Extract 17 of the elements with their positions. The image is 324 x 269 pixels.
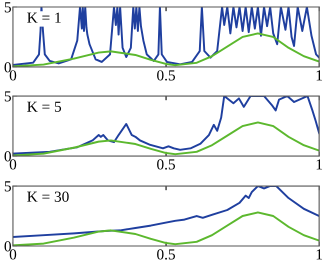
x-tick-label: 1 [316, 249, 322, 260]
y-tick-label: 0 [4, 62, 11, 72]
x-tick-label: 0.5 [157, 70, 175, 81]
annotation: K = 5 [27, 102, 62, 112]
y-tick-label: 5 [4, 2, 11, 12]
y-tick-label: 5 [4, 181, 11, 192]
x-tick-label: 1 [316, 159, 322, 170]
x-tick-label: 0.5 [157, 249, 175, 260]
line-series [12, 96, 320, 155]
x-tick-label: 0.5 [157, 159, 175, 170]
annotation: K = 30 [27, 192, 69, 202]
annotation: K = 1 [27, 12, 61, 23]
x-tick-label: 1 [316, 70, 322, 80]
y-tick-label: 0 [4, 151, 11, 162]
y-tick-label: 5 [4, 91, 11, 102]
y-tick-label: 0 [4, 241, 11, 252]
line-series [12, 6, 320, 66]
